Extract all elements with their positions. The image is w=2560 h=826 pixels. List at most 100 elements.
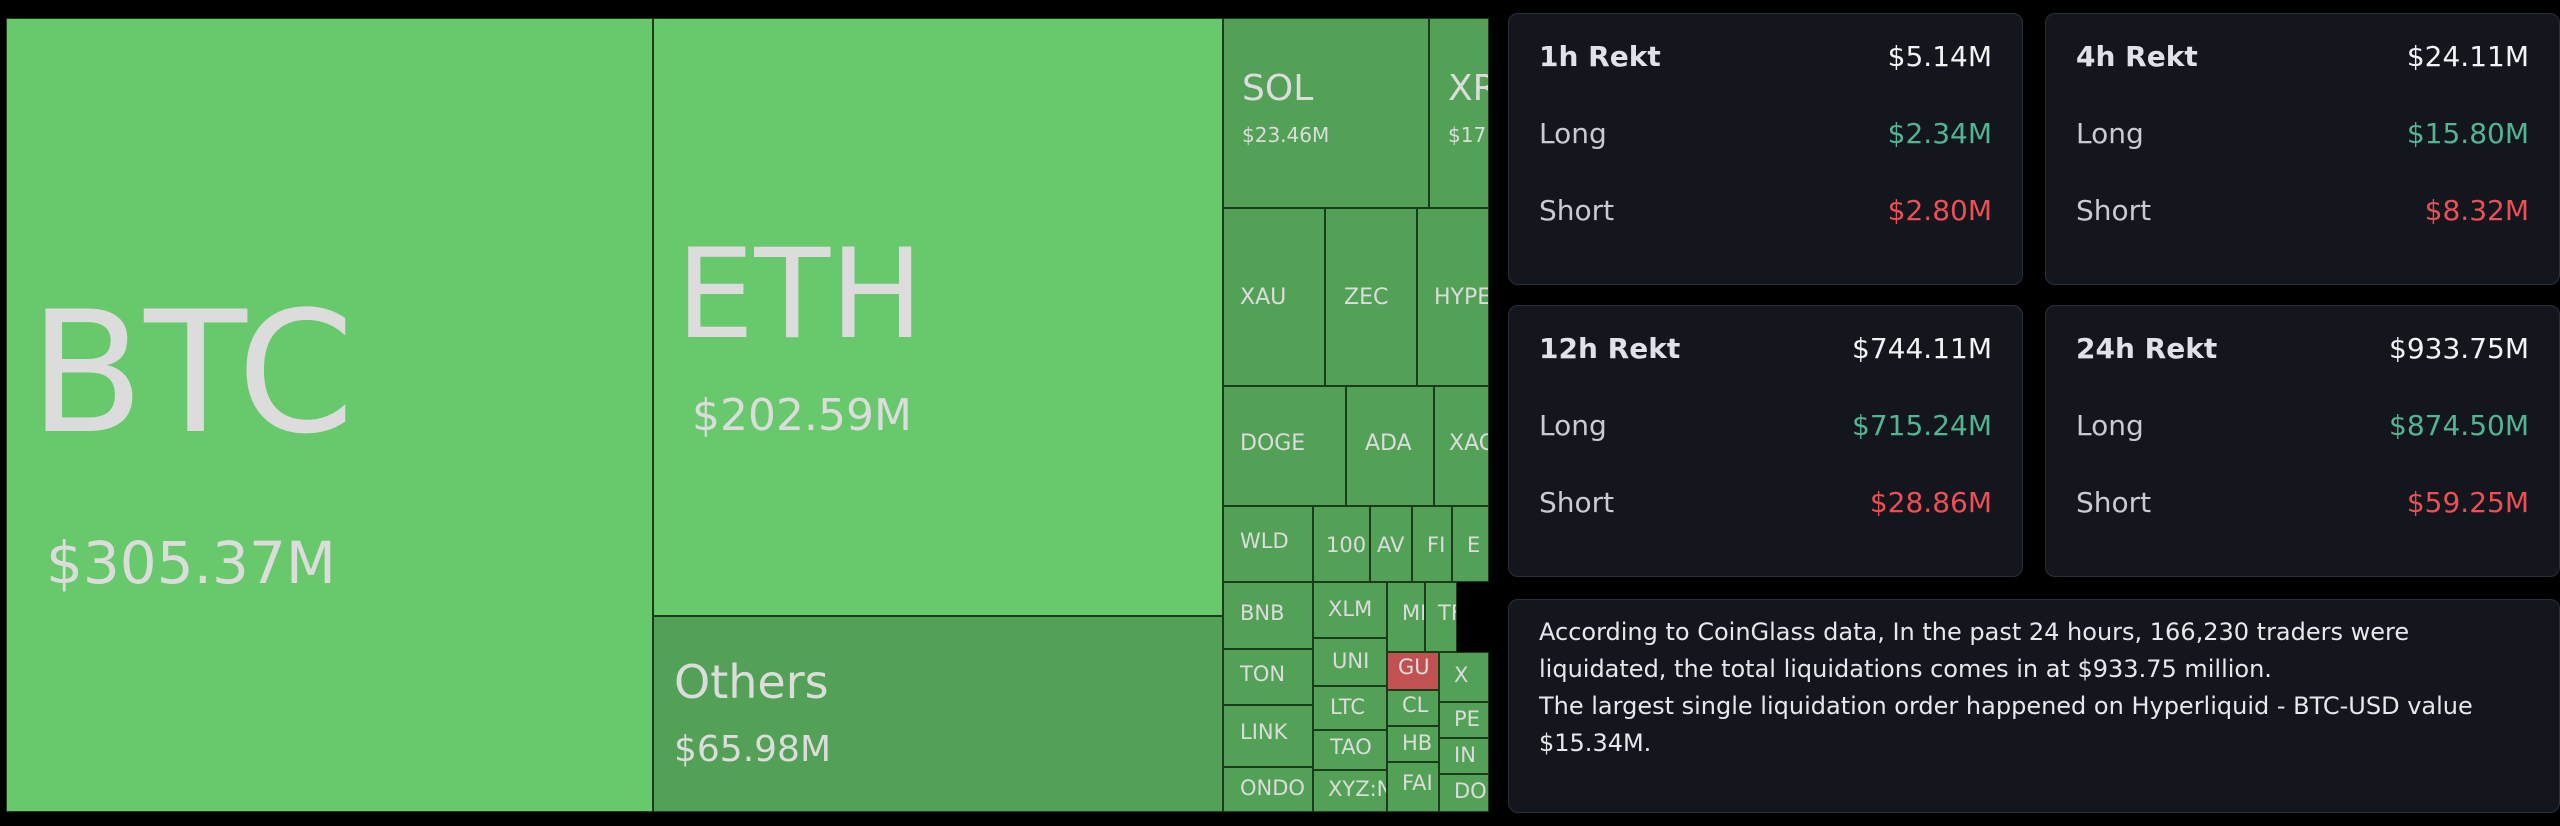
liquidation-summary: According to CoinGlass data, In the past… bbox=[1508, 599, 2560, 813]
tile-symbol: SOL bbox=[1242, 68, 1314, 109]
tile-symbol: LINK bbox=[1240, 720, 1288, 744]
tile-bnb[interactable]: BNB bbox=[1223, 582, 1313, 649]
tile-symbol: CL bbox=[1402, 693, 1429, 717]
rekt-label: 12h Rekt bbox=[1539, 332, 1681, 365]
tile-wld[interactable]: WLD bbox=[1223, 506, 1313, 582]
rekt-amount: $2.34M bbox=[1887, 117, 1992, 150]
tile-uni[interactable]: UNI bbox=[1313, 638, 1387, 686]
tile-gu[interactable]: GU bbox=[1387, 652, 1439, 690]
rekt-row-short: Short $2.80M bbox=[1539, 194, 1992, 238]
tile-100[interactable]: 100 bbox=[1313, 506, 1370, 582]
rekt-row-long: Long $15.80M bbox=[2076, 117, 2529, 161]
rekt-amount: $24.11M bbox=[2406, 40, 2529, 73]
rekt-label: Long bbox=[1539, 117, 1607, 150]
rekt-stats-panel: 1h Rekt $5.14M Long $2.34M Short $2.80M 4h Rek… bbox=[1508, 13, 2560, 813]
tile-xyzn[interactable]: XYZ:N bbox=[1313, 770, 1387, 812]
tile-ada[interactable]: ADA bbox=[1346, 386, 1434, 506]
tile-tf[interactable]: TF bbox=[1425, 582, 1457, 652]
rekt-label: Long bbox=[1539, 409, 1607, 442]
rekt-card-1h: 1h Rekt $5.14M Long $2.34M Short $2.80M bbox=[1508, 13, 2023, 285]
tile-pe[interactable]: PE bbox=[1439, 702, 1489, 738]
tile-symbol: LTC bbox=[1330, 695, 1366, 719]
tile-symbol: ADA bbox=[1365, 431, 1412, 456]
rekt-amount: $15.80M bbox=[2406, 117, 2529, 150]
tile-fi[interactable]: FI bbox=[1412, 506, 1452, 582]
tile-tao[interactable]: TAO bbox=[1313, 730, 1387, 770]
tile-symbol: XLM bbox=[1328, 597, 1373, 621]
tile-link[interactable]: LINK bbox=[1223, 705, 1313, 767]
tile-av[interactable]: AV bbox=[1370, 506, 1412, 582]
tile-zec[interactable]: ZEC bbox=[1325, 208, 1417, 386]
tile-symbol: DO bbox=[1454, 779, 1487, 803]
tile-xr[interactable]: XR $17. bbox=[1429, 18, 1489, 208]
rekt-row-total: 12h Rekt $744.11M bbox=[1539, 332, 1992, 376]
rekt-label: 4h Rekt bbox=[2076, 40, 2198, 73]
tile-others[interactable]: Others $65.98M bbox=[653, 616, 1223, 812]
tile-value: $17. bbox=[1448, 123, 1489, 147]
tile-symbol: 100 bbox=[1326, 533, 1367, 557]
rekt-label: 1h Rekt bbox=[1539, 40, 1661, 73]
rekt-label: Short bbox=[2076, 194, 2152, 227]
rekt-amount: $59.25M bbox=[2406, 486, 2529, 519]
tile-do[interactable]: DO bbox=[1439, 774, 1489, 812]
tile-symbol: UNI bbox=[1332, 649, 1370, 673]
tile-symbol: AV bbox=[1377, 533, 1405, 557]
tile-symbol: HYPE bbox=[1434, 285, 1489, 310]
rekt-label: Long bbox=[2076, 409, 2144, 442]
tile-ondo[interactable]: ONDO bbox=[1223, 767, 1313, 812]
tile-ltc[interactable]: LTC bbox=[1313, 686, 1387, 730]
rekt-label: Long bbox=[2076, 117, 2144, 150]
tile-ton[interactable]: TON bbox=[1223, 649, 1313, 705]
tile-symbol: GU bbox=[1398, 655, 1430, 679]
rekt-amount: $5.14M bbox=[1887, 40, 1992, 73]
tile-btc[interactable]: BTC $305.37M bbox=[6, 18, 653, 812]
tile-in[interactable]: IN bbox=[1439, 738, 1489, 774]
tile-cl[interactable]: CL bbox=[1387, 690, 1439, 726]
tile-symbol: TON bbox=[1240, 662, 1286, 686]
rekt-card-4h: 4h Rekt $24.11M Long $15.80M Short $8.32M bbox=[2045, 13, 2560, 285]
rekt-row-long: Long $715.24M bbox=[1539, 409, 1992, 453]
rekt-label: 24h Rekt bbox=[2076, 332, 2218, 365]
tile-doge[interactable]: DOGE bbox=[1223, 386, 1346, 506]
tile-value: $305.37M bbox=[46, 529, 336, 597]
rekt-row-short: Short $8.32M bbox=[2076, 194, 2529, 238]
rekt-label: Short bbox=[1539, 486, 1615, 519]
tile-fai[interactable]: FAI bbox=[1387, 762, 1439, 812]
rekt-label: Short bbox=[2076, 486, 2152, 519]
liquidation-heatmap: BTC $305.37M ETH $202.59M Others $65.98M SOL $2… bbox=[6, 18, 1489, 812]
tile-symbol: ZEC bbox=[1344, 285, 1389, 310]
tile-symbol: BNB bbox=[1240, 601, 1285, 625]
rekt-amount: $2.80M bbox=[1887, 194, 1992, 227]
tile-x[interactable]: X bbox=[1439, 652, 1489, 702]
summary-line-1: According to CoinGlass data, In the past… bbox=[1539, 618, 2410, 683]
tile-symbol: WLD bbox=[1240, 529, 1289, 553]
rekt-row-total: 24h Rekt $933.75M bbox=[2076, 332, 2529, 376]
tile-symbol: ETH bbox=[676, 223, 924, 367]
rekt-row-short: Short $59.25M bbox=[2076, 486, 2529, 530]
tile-symbol: XR bbox=[1448, 68, 1488, 109]
summary-line-2: The largest single liquidation order hap… bbox=[1539, 692, 2473, 757]
tile-eth[interactable]: ETH $202.59M bbox=[653, 18, 1223, 616]
tile-hb[interactable]: HB bbox=[1387, 726, 1439, 762]
tile-symbol: BTC bbox=[29, 275, 355, 471]
tile-symbol: IN bbox=[1454, 743, 1476, 767]
rekt-amount: $874.50M bbox=[2389, 409, 2529, 442]
tile-e[interactable]: E bbox=[1452, 506, 1489, 582]
tile-symbol: X bbox=[1454, 663, 1469, 687]
tile-xau[interactable]: XAU bbox=[1223, 208, 1325, 386]
tile-hype[interactable]: HYPE bbox=[1417, 208, 1489, 386]
tile-xag[interactable]: XAG bbox=[1434, 386, 1489, 506]
tile-value: $65.98M bbox=[674, 729, 832, 770]
tile-sol[interactable]: SOL $23.46M bbox=[1223, 18, 1429, 208]
tile-mi[interactable]: MI bbox=[1387, 582, 1425, 652]
rekt-amount: $933.75M bbox=[2389, 332, 2529, 365]
tile-symbol: FAI bbox=[1402, 771, 1433, 795]
tile-xlm[interactable]: XLM bbox=[1313, 582, 1387, 638]
tile-symbol: MI bbox=[1402, 601, 1425, 625]
tile-symbol: E bbox=[1467, 533, 1481, 557]
tile-symbol: DOGE bbox=[1240, 431, 1306, 456]
tile-symbol: FI bbox=[1427, 533, 1446, 557]
tile-symbol: HB bbox=[1402, 731, 1433, 755]
rekt-row-short: Short $28.86M bbox=[1539, 486, 1992, 530]
tile-symbol: XAG bbox=[1449, 431, 1488, 456]
